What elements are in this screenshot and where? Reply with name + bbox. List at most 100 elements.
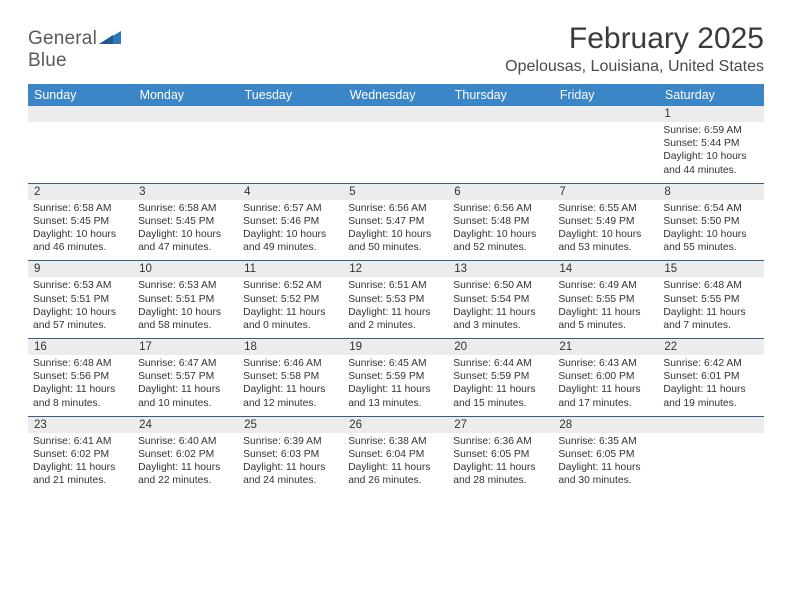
day-detail: Sunrise: 6:51 AMSunset: 5:53 PMDaylight:… bbox=[343, 277, 448, 338]
brand-mark-icon bbox=[99, 31, 121, 44]
daylight-text: Daylight: 11 hours and 10 minutes. bbox=[138, 383, 233, 409]
calendar-cell: 14Sunrise: 6:49 AMSunset: 5:55 PMDayligh… bbox=[553, 261, 658, 339]
day-number: 13 bbox=[448, 261, 553, 277]
dow-sunday: Sunday bbox=[28, 84, 133, 106]
daylight-text: Daylight: 10 hours and 57 minutes. bbox=[33, 306, 128, 332]
calendar-week-row: 2Sunrise: 6:58 AMSunset: 5:45 PMDaylight… bbox=[28, 183, 764, 261]
day-number-bar: 21 bbox=[553, 339, 658, 355]
calendar-cell: 19Sunrise: 6:45 AMSunset: 5:59 PMDayligh… bbox=[343, 339, 448, 417]
sunset-text: Sunset: 6:03 PM bbox=[243, 448, 338, 461]
calendar-cell: 2Sunrise: 6:58 AMSunset: 5:45 PMDaylight… bbox=[28, 183, 133, 261]
day-number: 21 bbox=[553, 339, 658, 355]
calendar-cell: 11Sunrise: 6:52 AMSunset: 5:52 PMDayligh… bbox=[238, 261, 343, 339]
daylight-text: Daylight: 10 hours and 44 minutes. bbox=[663, 150, 758, 176]
daylight-text: Daylight: 11 hours and 13 minutes. bbox=[348, 383, 443, 409]
sunrise-text: Sunrise: 6:48 AM bbox=[33, 357, 128, 370]
calendar-cell: 26Sunrise: 6:38 AMSunset: 6:04 PMDayligh… bbox=[343, 416, 448, 493]
calendar-cell bbox=[658, 416, 763, 493]
day-detail: Sunrise: 6:50 AMSunset: 5:54 PMDaylight:… bbox=[448, 277, 553, 338]
day-number-bar: 10 bbox=[133, 261, 238, 277]
calendar-cell: 9Sunrise: 6:53 AMSunset: 5:51 PMDaylight… bbox=[28, 261, 133, 339]
sunrise-text: Sunrise: 6:52 AM bbox=[243, 279, 338, 292]
day-detail: Sunrise: 6:42 AMSunset: 6:01 PMDaylight:… bbox=[658, 355, 763, 416]
daylight-text: Daylight: 11 hours and 3 minutes. bbox=[453, 306, 548, 332]
calendar-cell bbox=[343, 106, 448, 183]
sunrise-text: Sunrise: 6:35 AM bbox=[558, 435, 653, 448]
dow-tuesday: Tuesday bbox=[238, 84, 343, 106]
daylight-text: Daylight: 10 hours and 47 minutes. bbox=[138, 228, 233, 254]
day-number-bar: 11 bbox=[238, 261, 343, 277]
daylight-text: Daylight: 10 hours and 55 minutes. bbox=[663, 228, 758, 254]
calendar-cell: 20Sunrise: 6:44 AMSunset: 5:59 PMDayligh… bbox=[448, 339, 553, 417]
day-number-bar: 18 bbox=[238, 339, 343, 355]
day-number-bar bbox=[658, 417, 763, 433]
day-number bbox=[343, 106, 448, 122]
calendar-week-row: 9Sunrise: 6:53 AMSunset: 5:51 PMDaylight… bbox=[28, 261, 764, 339]
day-number: 23 bbox=[28, 417, 133, 433]
day-number-bar: 20 bbox=[448, 339, 553, 355]
sunrise-text: Sunrise: 6:36 AM bbox=[453, 435, 548, 448]
calendar-body: 1Sunrise: 6:59 AMSunset: 5:44 PMDaylight… bbox=[28, 106, 764, 493]
sunset-text: Sunset: 5:54 PM bbox=[453, 293, 548, 306]
day-number-bar bbox=[553, 106, 658, 122]
day-number-bar: 28 bbox=[553, 417, 658, 433]
day-number-bar: 7 bbox=[553, 184, 658, 200]
day-detail: Sunrise: 6:49 AMSunset: 5:55 PMDaylight:… bbox=[553, 277, 658, 338]
day-detail bbox=[28, 122, 133, 174]
daylight-text: Daylight: 11 hours and 21 minutes. bbox=[33, 461, 128, 487]
calendar-cell: 5Sunrise: 6:56 AMSunset: 5:47 PMDaylight… bbox=[343, 183, 448, 261]
sunrise-text: Sunrise: 6:45 AM bbox=[348, 357, 443, 370]
day-of-week-row: Sunday Monday Tuesday Wednesday Thursday… bbox=[28, 84, 764, 106]
day-detail: Sunrise: 6:52 AMSunset: 5:52 PMDaylight:… bbox=[238, 277, 343, 338]
sunset-text: Sunset: 5:58 PM bbox=[243, 370, 338, 383]
day-number: 8 bbox=[658, 184, 763, 200]
calendar-cell: 24Sunrise: 6:40 AMSunset: 6:02 PMDayligh… bbox=[133, 416, 238, 493]
day-detail: Sunrise: 6:41 AMSunset: 6:02 PMDaylight:… bbox=[28, 433, 133, 494]
day-number: 19 bbox=[343, 339, 448, 355]
calendar-cell: 13Sunrise: 6:50 AMSunset: 5:54 PMDayligh… bbox=[448, 261, 553, 339]
calendar-cell: 18Sunrise: 6:46 AMSunset: 5:58 PMDayligh… bbox=[238, 339, 343, 417]
daylight-text: Daylight: 11 hours and 2 minutes. bbox=[348, 306, 443, 332]
day-number: 2 bbox=[28, 184, 133, 200]
calendar-cell: 6Sunrise: 6:56 AMSunset: 5:48 PMDaylight… bbox=[448, 183, 553, 261]
daylight-text: Daylight: 11 hours and 5 minutes. bbox=[558, 306, 653, 332]
day-number: 10 bbox=[133, 261, 238, 277]
month-title: February 2025 bbox=[505, 22, 764, 56]
day-number-bar: 25 bbox=[238, 417, 343, 433]
sunset-text: Sunset: 5:59 PM bbox=[453, 370, 548, 383]
daylight-text: Daylight: 11 hours and 19 minutes. bbox=[663, 383, 758, 409]
sunset-text: Sunset: 6:00 PM bbox=[558, 370, 653, 383]
daylight-text: Daylight: 10 hours and 58 minutes. bbox=[138, 306, 233, 332]
sunset-text: Sunset: 5:46 PM bbox=[243, 215, 338, 228]
sunset-text: Sunset: 5:45 PM bbox=[33, 215, 128, 228]
calendar-cell: 1Sunrise: 6:59 AMSunset: 5:44 PMDaylight… bbox=[658, 106, 763, 183]
day-number: 1 bbox=[658, 106, 763, 122]
dow-wednesday: Wednesday bbox=[343, 84, 448, 106]
calendar-cell: 3Sunrise: 6:58 AMSunset: 5:45 PMDaylight… bbox=[133, 183, 238, 261]
day-detail bbox=[553, 122, 658, 174]
day-number-bar: 3 bbox=[133, 184, 238, 200]
day-number bbox=[658, 417, 763, 433]
sunrise-text: Sunrise: 6:49 AM bbox=[558, 279, 653, 292]
calendar-cell: 15Sunrise: 6:48 AMSunset: 5:55 PMDayligh… bbox=[658, 261, 763, 339]
day-detail bbox=[343, 122, 448, 174]
brand-text: General Blue bbox=[28, 28, 121, 72]
daylight-text: Daylight: 11 hours and 24 minutes. bbox=[243, 461, 338, 487]
day-number-bar: 8 bbox=[658, 184, 763, 200]
sunrise-text: Sunrise: 6:58 AM bbox=[33, 202, 128, 215]
calendar-week-row: 16Sunrise: 6:48 AMSunset: 5:56 PMDayligh… bbox=[28, 339, 764, 417]
day-detail: Sunrise: 6:54 AMSunset: 5:50 PMDaylight:… bbox=[658, 200, 763, 261]
day-detail: Sunrise: 6:58 AMSunset: 5:45 PMDaylight:… bbox=[28, 200, 133, 261]
day-detail: Sunrise: 6:45 AMSunset: 5:59 PMDaylight:… bbox=[343, 355, 448, 416]
day-number: 17 bbox=[133, 339, 238, 355]
dow-monday: Monday bbox=[133, 84, 238, 106]
location-subtitle: Opelousas, Louisiana, United States bbox=[505, 58, 764, 76]
sunrise-text: Sunrise: 6:44 AM bbox=[453, 357, 548, 370]
sunset-text: Sunset: 5:47 PM bbox=[348, 215, 443, 228]
day-detail: Sunrise: 6:35 AMSunset: 6:05 PMDaylight:… bbox=[553, 433, 658, 494]
calendar-cell: 28Sunrise: 6:35 AMSunset: 6:05 PMDayligh… bbox=[553, 416, 658, 493]
brand-name-part2: Blue bbox=[28, 50, 67, 71]
calendar-cell bbox=[238, 106, 343, 183]
day-number-bar: 27 bbox=[448, 417, 553, 433]
sunrise-text: Sunrise: 6:48 AM bbox=[663, 279, 758, 292]
